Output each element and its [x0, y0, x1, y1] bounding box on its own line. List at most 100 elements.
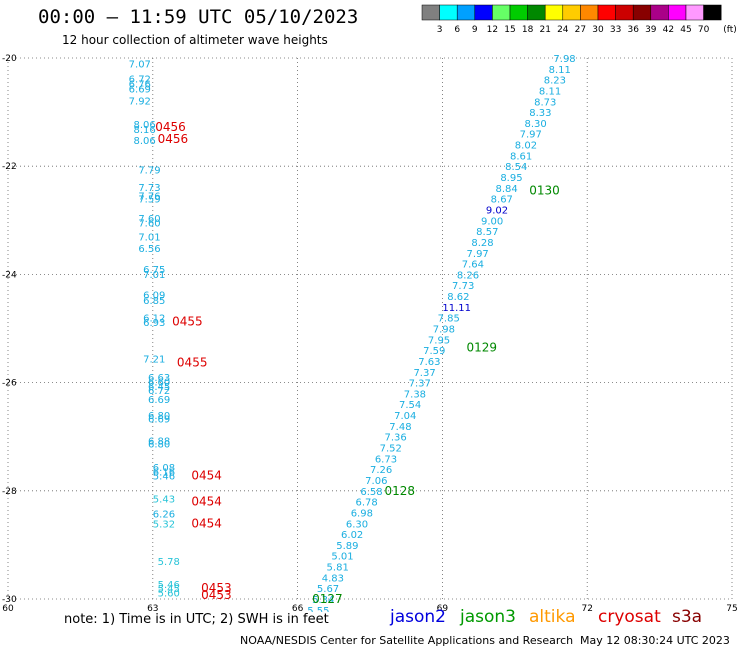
swh-point-label: 8.30: [524, 119, 546, 130]
legend-bin-label: 6: [454, 25, 460, 35]
y-tick-label: -20: [2, 54, 17, 64]
swh-point-label: 7.63: [418, 357, 440, 368]
swh-point-label: 4.83: [322, 573, 344, 584]
legend-bin-label: 30: [592, 25, 604, 35]
swh-point-label: 6.98: [351, 508, 373, 519]
swh-point-label: 7.79: [138, 165, 160, 176]
swh-point-label: 6.85: [143, 296, 165, 307]
swh-point-label: 7.85: [438, 314, 460, 325]
y-tick-label: -22: [2, 162, 17, 172]
footnote: note: 1) Time is in UTC; 2) SWH is in fe…: [64, 612, 329, 627]
legend-jason3: jason3: [460, 607, 516, 627]
x-tick-label: 75: [726, 604, 737, 612]
swh-point-label: 9.02: [486, 205, 508, 216]
time-label: 0129: [467, 340, 498, 354]
swh-point-label: 7.92: [129, 97, 151, 108]
swh-point-label: 5.45: [158, 584, 180, 595]
y-tick-label: -24: [2, 270, 17, 280]
swh-point-label: 8.33: [529, 108, 551, 119]
swh-point-label: 8.62: [447, 292, 469, 303]
swh-point-label: 7.26: [370, 465, 392, 476]
legend-bin-label: 27: [575, 25, 586, 35]
swh-point-label: 7.06: [365, 476, 387, 487]
time-label: 0454: [191, 469, 222, 483]
legend-altika: altika: [529, 607, 576, 627]
swh-point-label: 7.37: [409, 379, 431, 390]
swh-point-label: 7.60: [138, 214, 160, 225]
swh-point-label: 6.88: [148, 436, 170, 447]
swh-point-label: 5.46: [153, 472, 175, 483]
swh-point-label: 8.02: [515, 141, 537, 152]
legend-bin-label: 24: [557, 25, 569, 35]
swh-point-label: 5.01: [331, 552, 353, 563]
swh-point-label: 5.60: [158, 589, 180, 600]
swh-point-label: 8.06: [133, 136, 155, 147]
swh-point-label: 7.04: [394, 411, 416, 422]
legend-bin-label: 15: [504, 25, 515, 35]
swh-point-label: 8.67: [491, 195, 513, 206]
time-label: 0454: [191, 516, 222, 530]
swh-point-label: 7.37: [413, 368, 435, 379]
y-tick-label: -30: [2, 595, 17, 605]
swh-point-label: 6.75: [143, 265, 165, 276]
time-label: 0456: [155, 120, 186, 134]
swh-point-label: 7.59: [423, 346, 445, 357]
swh-point-label: 6.78: [356, 498, 378, 509]
x-tick-label: 63: [147, 604, 158, 612]
swh-point-label: 6.76: [129, 79, 151, 90]
swh-point-label: 6.16: [153, 467, 175, 478]
legend-bin-label: 33: [610, 25, 621, 35]
swh-point-label: 7.64: [462, 260, 484, 271]
swh-point-label: 7.60: [138, 218, 160, 229]
swh-point-label: 6.12: [143, 314, 165, 325]
time-label: 0456: [158, 132, 189, 146]
swh-point-label: 7.52: [380, 444, 402, 455]
swh-point-label: 6.63: [148, 373, 170, 384]
swh-point-label: 6.80: [148, 440, 170, 451]
timestamp: May 12 08:30:24 UTC 2023: [580, 634, 730, 647]
x-tick-label: 69: [437, 604, 449, 612]
swh-point-label: 6.09: [143, 290, 165, 301]
swh-point-label: 8.23: [544, 76, 566, 87]
swh-point-label: 7.59: [138, 195, 160, 206]
legend-bin-label: 36: [627, 25, 639, 35]
swh-point-label: 7.36: [384, 433, 406, 444]
swh-point-label: 6.69: [129, 84, 151, 95]
swh-point-label: 5.78: [158, 557, 180, 568]
time-label: 0455: [177, 356, 208, 370]
time-label: 0455: [172, 314, 203, 328]
swh-point-label: 7.97: [520, 130, 542, 141]
swh-point-label: 6.02: [341, 530, 363, 541]
swh-point-label: 6.45: [148, 382, 170, 393]
time-label: 0128: [384, 484, 415, 498]
swh-point-label: 6.30: [346, 519, 368, 530]
legend-s3a: s3a: [672, 607, 703, 627]
swh-point-label: 8.84: [495, 184, 517, 195]
swh-point-label: 7.01: [138, 233, 160, 244]
swh-point-label: 6.69: [148, 414, 170, 425]
swh-point-label: 6.56: [138, 244, 160, 255]
swh-point-label: 7.97: [467, 249, 489, 260]
chart-subtitle: 12 hour collection of altimeter wave hei…: [62, 33, 328, 47]
swh-point-label: 7.21: [143, 354, 165, 365]
swh-point-label: 8.11: [549, 65, 571, 76]
chart-title: 00:00 — 11:59 UTC 05/10/2023: [38, 6, 359, 28]
time-label: 0453: [201, 581, 232, 595]
legend-bin-label: 21: [539, 25, 550, 35]
swh-point-label: 7.48: [389, 422, 411, 433]
swh-point-label: 7.95: [428, 335, 450, 346]
swh-point-label: 8.54: [505, 162, 527, 173]
swh-point-label: 7.07: [129, 59, 151, 70]
swh-point-label: 6.73: [375, 454, 397, 465]
swh-point-label: 6.58: [360, 487, 382, 498]
swh-point-label: 7.76: [138, 191, 160, 202]
swh-point-label: 8.06: [133, 120, 155, 131]
time-label: 0127: [312, 592, 343, 606]
legend-bin-label: 3: [437, 25, 443, 35]
legend-bin-label: 18: [522, 25, 534, 35]
swh-point-label: 6.80: [148, 411, 170, 422]
swh-point-label: 8.57: [476, 227, 498, 238]
legend-bin-label: 70: [698, 25, 710, 35]
swh-point-label: 8.16: [133, 125, 155, 136]
swh-point-label: 7.38: [404, 389, 426, 400]
